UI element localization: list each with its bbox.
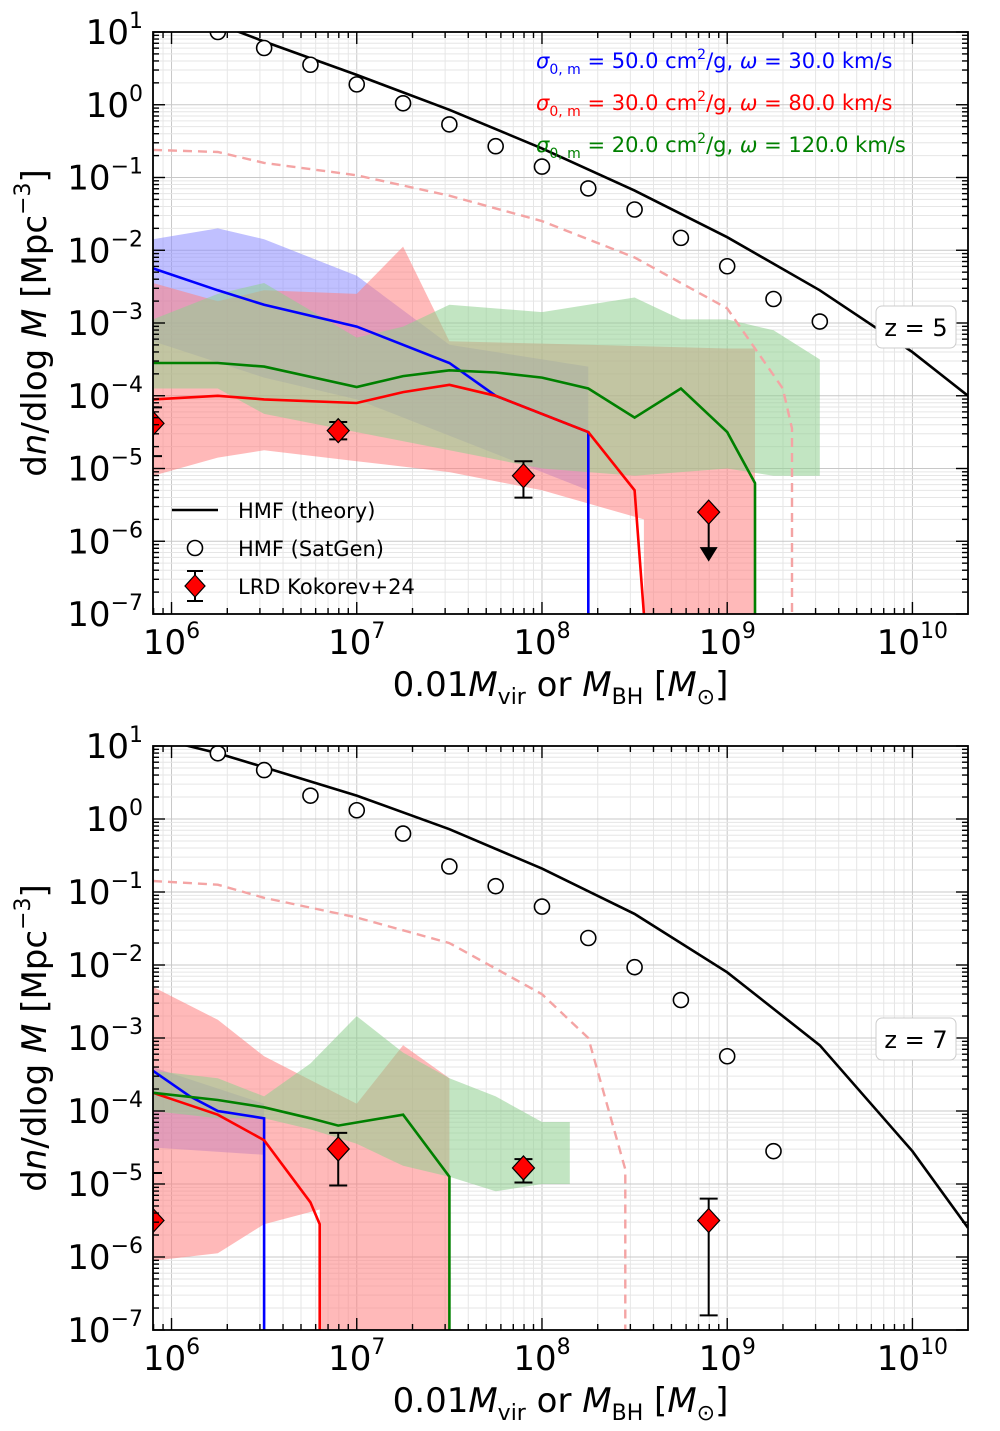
y-tick-label: 10−6: [67, 1234, 143, 1278]
y-tick-label: 10−2: [67, 942, 143, 986]
series-line-2: [153, 383, 646, 614]
hmf-satgen-point: [348, 801, 366, 819]
hmf-satgen-point: [487, 137, 504, 155]
x-tick-label: 1010: [877, 619, 948, 663]
hmf-satgen-point: [441, 116, 458, 133]
series-line-2: [153, 1091, 321, 1330]
legend-label-1: HMF (theory): [238, 499, 375, 523]
hmf-satgen-point: [765, 1142, 782, 1160]
legend-label-3: LRD Kokorev+24: [238, 575, 415, 599]
hmf-satgen-point: [533, 158, 551, 175]
y-tick-label: 10−1: [67, 869, 143, 913]
hmf-satgen-point: [579, 180, 597, 197]
legend-hmf-satgen-swatch: [186, 539, 204, 557]
legend-lrd-swatch: [184, 574, 206, 598]
band-series-2: [153, 986, 450, 1330]
hmf-satgen-point: [302, 56, 319, 74]
y-tick-label: 100: [86, 82, 143, 126]
dashed-envelope-line: [153, 879, 627, 1330]
hmf-satgen-point: [811, 313, 829, 330]
hmf-satgen-point: [672, 991, 690, 1009]
panel-2: 106 107 108 109 1010 101 100 10−1 10−2 10−3 10−4 10…: [11, 723, 969, 1426]
param-legend-entry-1: σ0, m = 50.0 cm2/g, ω = 30.0 km/s: [536, 47, 892, 78]
band-series-3: [153, 1016, 570, 1330]
y-tick-label: 10−4: [67, 1088, 143, 1132]
hmf-satgen-point: [487, 877, 504, 895]
x-tick-label: 108: [513, 619, 570, 663]
x-tick-label: 106: [143, 1335, 200, 1379]
hmf-satgen-point: [348, 76, 366, 93]
symbol-legend: HMF (theory) HMF (SatGen) LRD Kokorev+24: [172, 499, 415, 602]
hmf-satgen-point: [626, 958, 643, 976]
hmf-satgen-point: [718, 257, 736, 275]
hmf-satgen-point: [255, 761, 273, 779]
y-tick-label: 10−4: [67, 373, 143, 417]
param-legend-entry-2: σ0, m = 30.0 cm2/g, ω = 80.0 km/s: [536, 89, 892, 120]
hmf-satgen-point: [672, 229, 690, 247]
hmf-satgen-point: [441, 858, 458, 875]
lrd-point: [153, 1207, 165, 1234]
x-tick-label: 109: [699, 619, 756, 663]
dashed-envelope-line: [153, 148, 794, 614]
y-tick-label: 10−2: [67, 227, 143, 271]
lrd-point: [326, 417, 351, 444]
grid: [153, 746, 968, 1330]
y-tick-label: 10−3: [67, 1015, 143, 1059]
lrd-point: [511, 1155, 536, 1181]
x-tick-label: 1010: [877, 1335, 948, 1379]
y-tick-label: 10−5: [67, 1161, 143, 1205]
hmf-satgen-point: [209, 746, 227, 762]
hmf-satgen-point: [302, 787, 319, 804]
y-axis-label: dn/dlog M [Mpc−3]: [11, 169, 55, 477]
x-tick-label: 107: [328, 619, 385, 663]
redshift-annotation: z = 5: [884, 314, 947, 342]
hmf-theory-line: [183, 746, 968, 1229]
panel-1: 106 107 108 109 1010 101 100 10−1 10−2 10−3 10−4 10…: [11, 9, 969, 710]
hmf-satgen-point: [394, 825, 412, 842]
series-line-3: [153, 361, 757, 614]
redshift-annotation: z = 7: [884, 1026, 947, 1054]
hmf-satgen-point: [394, 94, 412, 112]
x-tick-label: 108: [513, 1335, 570, 1379]
series-line-3: [153, 1091, 451, 1330]
annotation-box: [875, 305, 957, 349]
lrd-point: [696, 499, 721, 526]
lrd-upper-limit-arrow: [699, 547, 718, 562]
ticks: [152, 745, 968, 1331]
band-series-3: [153, 283, 820, 614]
lrd-point: [511, 462, 536, 489]
y-tick-label: 10−7: [67, 591, 143, 635]
hmf-satgen-point: [209, 32, 227, 41]
x-tick-label: 107: [328, 1335, 385, 1379]
x-tick-label: 106: [143, 619, 200, 663]
x-tick-label: 109: [699, 1335, 756, 1379]
legend-label-2: HMF (SatGen): [238, 537, 384, 561]
hmf-satgen-point: [718, 1047, 736, 1065]
hmf-satgen-point: [626, 201, 643, 218]
x-axis-label: 0.01Mvir or MBH [M⊙]: [393, 1381, 729, 1426]
y-axis-label: dn/dlog M [Mpc−3]: [11, 884, 55, 1192]
y-tick-label: 10−6: [67, 518, 143, 562]
annotation-box: [875, 1017, 957, 1061]
hmf-satgen-point: [765, 290, 782, 308]
param-legend-entry-3: σ0, m = 20.0 cm2/g, ω = 120.0 km/s: [536, 131, 906, 162]
hmf-satgen-point: [579, 929, 597, 947]
ticks: [152, 31, 968, 615]
lrd-point: [696, 1207, 721, 1234]
y-tick-label: 101: [86, 723, 143, 767]
y-tick-label: 10−1: [67, 155, 143, 199]
hmf-satgen-point: [533, 898, 551, 915]
plot-area: [153, 746, 968, 1330]
hmf-satgen-point: [255, 39, 273, 57]
y-tick-label: 10−5: [67, 446, 143, 490]
y-tick-label: 10−3: [67, 300, 143, 344]
y-tick-label: 10−7: [67, 1307, 143, 1351]
plot-area: [153, 32, 968, 614]
y-tick-label: 100: [86, 796, 143, 840]
series-line-1: [153, 1069, 266, 1330]
x-axis-label: 0.01Mvir or MBH [M⊙]: [393, 665, 729, 710]
lrd-point: [326, 1136, 351, 1162]
y-tick-label: 101: [86, 9, 143, 53]
